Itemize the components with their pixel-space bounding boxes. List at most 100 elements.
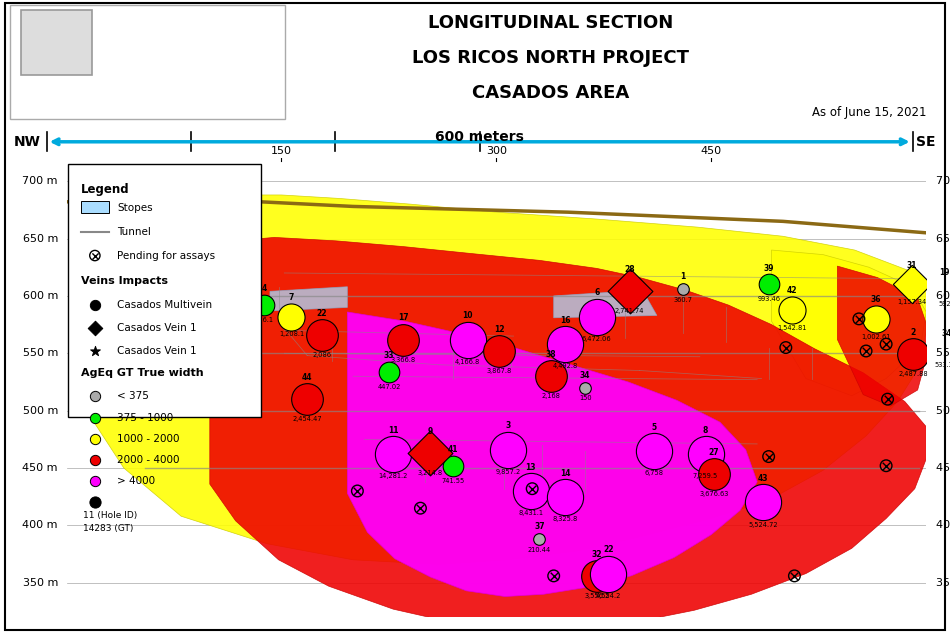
Text: 42: 42	[787, 285, 797, 295]
Point	[880, 394, 895, 404]
Text: 700 m: 700 m	[23, 176, 58, 186]
Text: 300: 300	[485, 146, 507, 156]
Point	[589, 571, 604, 581]
Text: 3,867.8: 3,867.8	[486, 368, 512, 374]
Point	[501, 444, 516, 454]
Point	[859, 346, 874, 356]
Text: 3,214.8: 3,214.8	[418, 470, 443, 476]
Point	[446, 461, 461, 471]
Text: 350 m: 350 m	[937, 578, 950, 588]
Point	[381, 367, 396, 377]
Text: 6: 6	[594, 289, 599, 298]
Text: 1,002.61: 1,002.61	[862, 334, 891, 340]
Text: Pending for assays: Pending for assays	[117, 251, 216, 261]
Text: 1,208.1: 1,208.1	[279, 332, 304, 337]
Point	[761, 451, 776, 461]
Text: 6: 6	[162, 265, 166, 274]
Point	[879, 461, 894, 471]
Text: 447.02: 447.02	[377, 384, 401, 389]
Text: 550 m: 550 m	[23, 348, 58, 358]
Text: 37: 37	[534, 522, 544, 532]
Text: 600 meters: 600 meters	[435, 130, 524, 144]
Text: 11 (Hole ID): 11 (Hole ID)	[83, 511, 137, 520]
Text: 22: 22	[603, 546, 614, 555]
FancyBboxPatch shape	[68, 164, 261, 417]
Text: 1,604.1: 1,604.1	[151, 304, 177, 310]
Text: 450: 450	[701, 146, 722, 156]
Text: 11: 11	[388, 426, 398, 435]
Polygon shape	[270, 287, 348, 311]
Text: 3: 3	[505, 422, 510, 430]
Point	[524, 484, 540, 494]
Point	[778, 342, 793, 353]
Point	[523, 486, 539, 496]
Text: 454.8: 454.8	[226, 300, 245, 306]
Text: 150: 150	[271, 146, 292, 156]
Point	[460, 334, 475, 344]
Text: 43: 43	[758, 474, 769, 483]
Text: 39: 39	[764, 263, 774, 273]
Point	[256, 300, 272, 310]
Text: 210.44: 210.44	[528, 547, 551, 553]
Text: 2: 2	[233, 267, 238, 276]
Text: Tunnel: Tunnel	[117, 227, 151, 237]
Text: 2: 2	[911, 329, 916, 337]
Text: 14: 14	[560, 468, 570, 477]
Text: 375 - 1000: 375 - 1000	[117, 413, 174, 423]
Text: ≈: ≈	[46, 31, 66, 55]
Text: SE: SE	[917, 135, 936, 149]
Text: Casados Vein 1: Casados Vein 1	[117, 323, 197, 332]
Text: 533.38: 533.38	[935, 361, 950, 368]
Text: As of June 15, 2021: As of June 15, 2021	[811, 106, 926, 120]
Text: 400 m: 400 m	[23, 520, 58, 530]
Text: 19: 19	[940, 268, 950, 277]
Text: 32: 32	[592, 550, 602, 559]
Text: 4: 4	[261, 284, 267, 293]
Text: 1,542.81: 1,542.81	[777, 325, 807, 330]
Text: > 4000: > 4000	[117, 476, 156, 486]
Text: 592: 592	[939, 301, 950, 307]
Point	[350, 486, 365, 496]
Text: 22: 22	[316, 309, 327, 318]
Point	[698, 449, 713, 460]
Text: 14283 (GT): 14283 (GT)	[83, 524, 133, 533]
Text: 38: 38	[545, 350, 556, 359]
Polygon shape	[837, 266, 926, 406]
Text: 27: 27	[709, 448, 719, 456]
Text: 4,492.8: 4,492.8	[553, 363, 578, 369]
Text: 33: 33	[384, 351, 394, 360]
Text: 8,431.1: 8,431.1	[519, 510, 543, 516]
Point	[905, 349, 921, 360]
Text: 450 m: 450 m	[23, 463, 58, 473]
Text: LONGITUDINAL SECTION: LONGITUDINAL SECTION	[428, 15, 674, 32]
Text: AgEq GT True width: AgEq GT True width	[81, 368, 203, 379]
Text: 3,366.8: 3,366.8	[390, 356, 416, 363]
Point	[589, 311, 604, 322]
Text: 13: 13	[525, 463, 536, 472]
Text: 600 m: 600 m	[937, 291, 950, 301]
Text: 28: 28	[624, 265, 635, 274]
Point	[851, 314, 866, 324]
Text: 1: 1	[680, 272, 685, 281]
Text: 741.55: 741.55	[442, 478, 465, 484]
Point	[558, 492, 573, 502]
Text: 5: 5	[652, 423, 656, 432]
Text: 360.7: 360.7	[674, 297, 693, 303]
Point	[761, 451, 776, 461]
Text: 600 m: 600 m	[23, 291, 58, 301]
FancyBboxPatch shape	[10, 5, 285, 120]
Point	[524, 484, 540, 494]
Polygon shape	[771, 250, 926, 396]
Text: 150: 150	[579, 396, 592, 401]
Text: 44: 44	[302, 373, 313, 382]
Text: NW: NW	[14, 135, 41, 149]
Point	[622, 286, 637, 296]
Text: CASADOS AREA: CASADOS AREA	[472, 84, 630, 103]
Point	[939, 345, 950, 355]
Polygon shape	[210, 237, 926, 631]
Point	[532, 534, 547, 544]
Polygon shape	[88, 195, 926, 565]
Point	[879, 461, 894, 471]
Point	[157, 284, 172, 294]
Point	[761, 279, 776, 289]
